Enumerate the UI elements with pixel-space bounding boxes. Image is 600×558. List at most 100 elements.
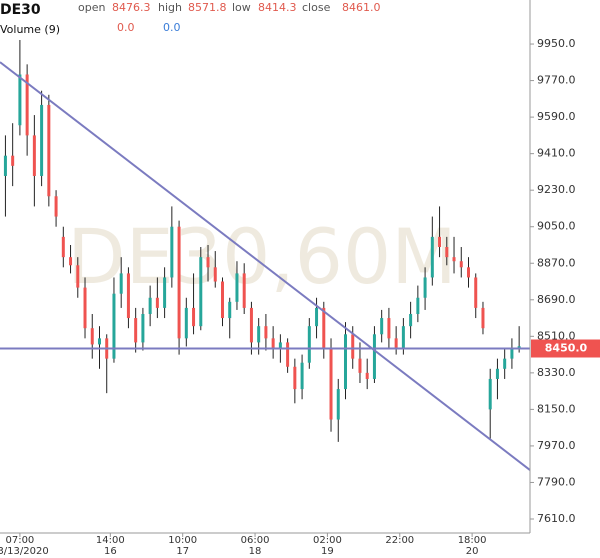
price-label-box xyxy=(531,339,600,358)
candle-body xyxy=(257,326,261,343)
candle-body xyxy=(452,257,456,262)
y-tick-label: 8510.0 xyxy=(537,329,576,342)
candle-body xyxy=(466,267,470,278)
candle-body xyxy=(112,293,116,359)
legend-value: 8461.0 xyxy=(342,1,381,14)
y-tick-label: 9050.0 xyxy=(537,220,576,233)
candle-body xyxy=(401,326,405,349)
y-tick-label: 7970.0 xyxy=(537,439,576,452)
candle-body xyxy=(206,257,210,268)
price-label: 8450.0 xyxy=(545,342,588,355)
candle-body xyxy=(199,257,203,327)
x-date-label: 16 xyxy=(104,546,117,557)
x-date-label: 19 xyxy=(321,546,334,557)
candle-body xyxy=(126,273,130,319)
candle-body xyxy=(220,281,224,319)
y-tick-label: 8150.0 xyxy=(537,402,576,415)
candle-body xyxy=(47,104,51,197)
candle-body xyxy=(148,297,152,314)
candle-body xyxy=(61,236,65,258)
candle-body xyxy=(286,342,290,367)
volume-value: 0.0 xyxy=(163,21,181,34)
plot-area xyxy=(0,39,531,471)
candle-body xyxy=(213,267,217,282)
legend-value: 8476.3 xyxy=(112,1,151,14)
candle-body xyxy=(97,338,101,345)
y-tick-label: 9590.0 xyxy=(537,110,576,123)
y-tick-label: 8690.0 xyxy=(537,293,576,306)
y-tick-label: 9770.0 xyxy=(537,74,576,87)
candle-body xyxy=(119,273,123,294)
candle-body xyxy=(394,338,398,349)
x-tick-label: 22:00 xyxy=(385,535,414,546)
volume-label: Volume (9) xyxy=(0,23,60,36)
candle-body xyxy=(170,226,174,278)
candle-body xyxy=(423,277,427,298)
watermark: DE30,60M xyxy=(67,212,457,301)
candle-body xyxy=(177,226,181,339)
candle-body xyxy=(343,334,347,390)
legend-label: close xyxy=(302,1,331,14)
candle-body xyxy=(192,307,196,327)
candle-body xyxy=(11,155,15,166)
candle-body xyxy=(163,277,167,308)
legend-value: 8571.8 xyxy=(188,1,227,14)
legend-value: 8414.3 xyxy=(258,1,297,14)
y-tick-label: 9230.0 xyxy=(537,183,576,196)
candle-body xyxy=(503,358,507,369)
candle-body xyxy=(365,372,369,379)
x-tick-label: 14:00 xyxy=(96,535,125,546)
y-tick-label: 7610.0 xyxy=(537,512,576,525)
x-date-label: 20 xyxy=(466,546,479,557)
candle-body xyxy=(351,334,355,359)
candle-body xyxy=(40,104,44,176)
candle-body xyxy=(438,236,442,248)
candle-body xyxy=(445,247,449,258)
x-tick-label: 10:00 xyxy=(168,535,197,546)
trendline xyxy=(0,61,531,471)
x-tick-label: 06:00 xyxy=(241,535,270,546)
candle-body xyxy=(329,348,333,420)
candle-body xyxy=(90,328,94,345)
candle-body xyxy=(481,307,485,329)
candle-body xyxy=(83,287,87,329)
candle-body xyxy=(459,261,463,268)
candle-body xyxy=(510,348,514,359)
symbol: DE30 xyxy=(0,2,41,18)
x-tick-label: 07:00 xyxy=(5,535,34,546)
y-tick-label: 9950.0 xyxy=(537,37,576,50)
candle-body xyxy=(387,318,391,339)
candle-body xyxy=(380,318,384,335)
candle-body xyxy=(228,301,232,319)
candle-body xyxy=(322,307,326,349)
candle-body xyxy=(69,257,73,266)
candle-body xyxy=(18,74,22,126)
candle-body xyxy=(488,378,492,410)
candle-body xyxy=(264,326,268,339)
candle-body xyxy=(315,307,319,327)
candle-body xyxy=(409,313,413,327)
candle-body xyxy=(249,307,253,343)
y-tick-label: 9410.0 xyxy=(537,147,576,160)
x-date-label: 17 xyxy=(176,546,189,557)
candle-body xyxy=(242,273,246,308)
candle-body xyxy=(372,334,376,379)
candle-body xyxy=(3,155,7,176)
candle-body xyxy=(141,313,145,343)
candle-body xyxy=(517,346,521,349)
candle-body xyxy=(271,338,275,349)
x-tick-label: 02:00 xyxy=(313,535,342,546)
candle-body xyxy=(474,277,478,308)
candle-body xyxy=(416,297,420,314)
y-tick-label: 8870.0 xyxy=(537,256,576,269)
candle-body xyxy=(300,362,304,390)
candle-body xyxy=(25,74,29,136)
y-tick-label: 7790.0 xyxy=(537,475,576,488)
x-date-label: 03/13/2020 xyxy=(0,546,49,557)
legend-label: low xyxy=(232,1,251,14)
candle-body xyxy=(336,389,340,420)
y-tick-label: 8330.0 xyxy=(537,366,576,379)
x-tick-label: 18:00 xyxy=(458,535,487,546)
candle-body xyxy=(495,368,499,379)
